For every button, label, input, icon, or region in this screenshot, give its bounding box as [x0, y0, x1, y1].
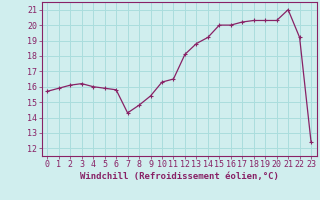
X-axis label: Windchill (Refroidissement éolien,°C): Windchill (Refroidissement éolien,°C): [80, 172, 279, 181]
